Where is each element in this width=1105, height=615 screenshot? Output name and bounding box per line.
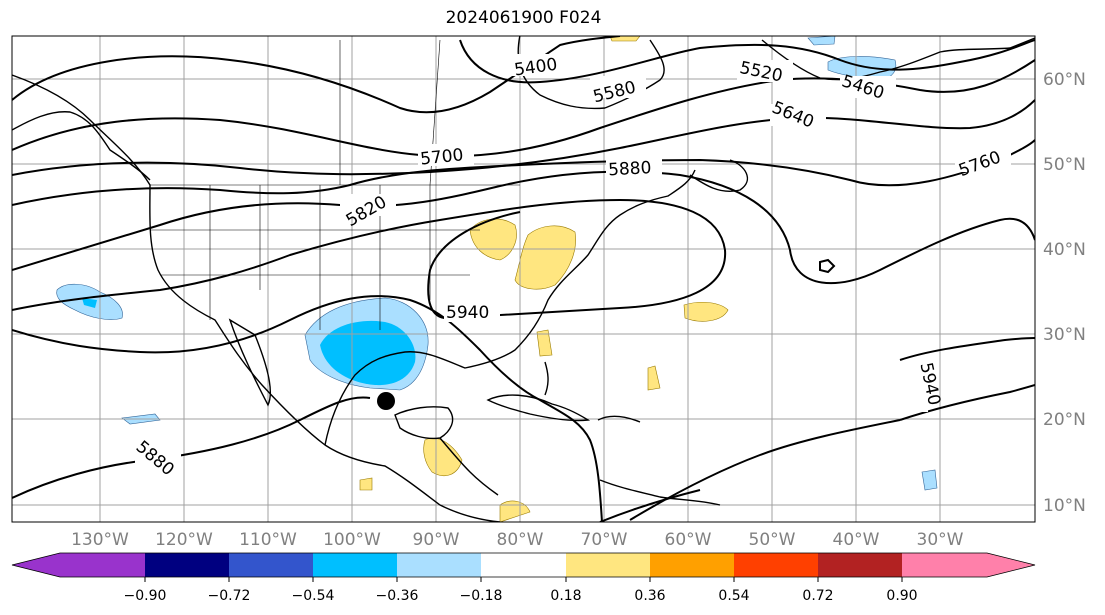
colorbar-extend-right: [987, 553, 1035, 577]
colorbar-segment: [313, 553, 397, 577]
lon-label: 100°W: [323, 530, 381, 550]
lon-label: 50°W: [749, 530, 796, 550]
height-contours: [12, 36, 1035, 522]
lon-label: 70°W: [581, 530, 628, 550]
map-border: [11, 35, 1036, 523]
anomaly-cyan-gulf: [320, 320, 416, 386]
lat-label: 20°N: [1043, 410, 1086, 430]
colorbar-segment: [818, 553, 902, 577]
contour-label: 5880: [608, 158, 652, 180]
colorbar-tick-label: −0.36: [376, 588, 419, 604]
colorbar-segment: [902, 553, 987, 577]
anomaly-yellow-carib: [647, 365, 661, 391]
colorbar-segment: [145, 553, 229, 577]
map-title: 2024061900 F024: [445, 8, 602, 28]
colorbar-segment: [481, 553, 566, 577]
anomaly-yellow-tiny: [359, 477, 373, 491]
colorbar-segment: [650, 553, 734, 577]
colorbar-tick-label: 0.18: [550, 588, 581, 604]
lat-label: 30°N: [1043, 325, 1086, 345]
anomaly-blue-atl: [921, 469, 938, 491]
anomaly-yellow-ne: [514, 225, 576, 290]
colorbar-tick-label: 0.36: [634, 588, 665, 604]
contour-label: 5700: [419, 145, 464, 169]
lon-label: 80°W: [497, 530, 544, 550]
lat-label: 50°N: [1043, 155, 1086, 175]
colorbar: −0.90 −0.72 −0.54 −0.36 −0.18 0.18 0.36 …: [11, 552, 1036, 604]
colorbar-tick-label: −0.18: [460, 588, 503, 604]
lat-label: 40°N: [1043, 240, 1086, 260]
colorbar-extend-left: [12, 553, 60, 577]
colorbar-segment: [566, 553, 650, 577]
anomaly-yellow-fl: [536, 329, 553, 357]
colorbar-tick-label: −0.54: [292, 588, 335, 604]
colorbar-tick-label: −0.90: [124, 588, 167, 604]
anomaly-blue-top: [807, 36, 836, 46]
lon-label: 30°W: [917, 530, 964, 550]
lat-label: 10°N: [1043, 496, 1086, 516]
lat-label: 60°N: [1043, 70, 1086, 90]
colorbar-segment: [60, 553, 145, 577]
lon-label: 60°W: [665, 530, 712, 550]
lon-label: 90°W: [413, 530, 460, 550]
colorbar-tick-label: 0.90: [886, 588, 917, 604]
lon-label: 110°W: [239, 530, 297, 550]
contour-label: 5940: [446, 303, 489, 323]
anomaly-cyan-pacific: [82, 298, 97, 308]
lon-label: 40°W: [833, 530, 880, 550]
state-borders: [150, 39, 520, 330]
colorbar-segment: [734, 553, 818, 577]
colorbar-segment: [229, 553, 313, 577]
colorbar-tick-label: 0.72: [802, 588, 833, 604]
lon-label: 120°W: [155, 530, 213, 550]
colorbar-outline: [11, 552, 1036, 578]
colorbar-tick-label: 0.54: [718, 588, 749, 604]
colorbar-segment: [397, 553, 481, 577]
colorbar-tick-label: −0.72: [208, 588, 251, 604]
lat-axis: 60°N 50°N 40°N 30°N 20°N 10°N: [1043, 70, 1086, 516]
anomaly-yellow-atl1: [683, 301, 729, 322]
tropical-low-marker: [377, 392, 395, 410]
anomaly-yellow-sa: [499, 500, 531, 522]
lon-axis: 130°W 120°W 110°W 100°W 90°W 80°W 70°W 6…: [71, 530, 964, 550]
lon-label: 130°W: [71, 530, 129, 550]
